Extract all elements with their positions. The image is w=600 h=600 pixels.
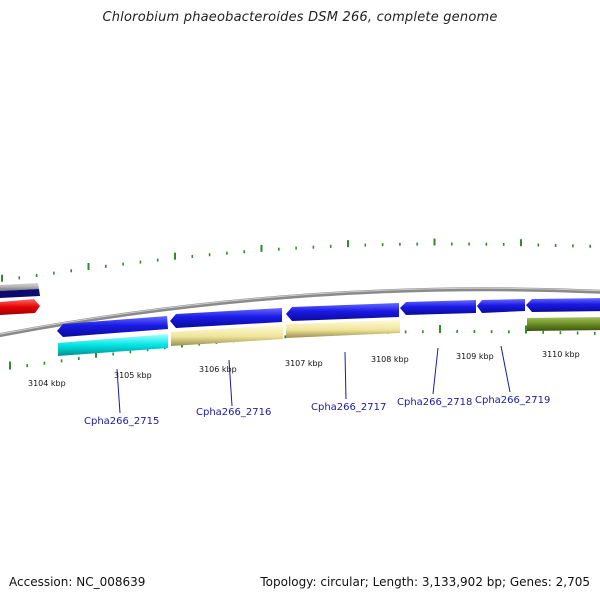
gene-leader-line bbox=[116, 368, 121, 414]
gene-reverse-2 bbox=[170, 308, 282, 328]
tick-label: 3104 kbp bbox=[28, 379, 66, 388]
tick-label: 3109 kbp bbox=[456, 352, 494, 361]
genome-backbone bbox=[0, 287, 600, 338]
feature-khaki-1 bbox=[171, 325, 283, 346]
gene-label[interactable]: Cpha266_2715 bbox=[84, 416, 159, 427]
gene-label[interactable]: Cpha266_2718 bbox=[397, 397, 472, 408]
tick-label: 3110 kbp bbox=[542, 350, 580, 359]
gene-reverse-5 bbox=[477, 299, 525, 313]
gene-leader-line bbox=[344, 351, 347, 400]
tick-label: 3108 kbp bbox=[371, 355, 409, 364]
feature-khaki-2 bbox=[286, 320, 400, 338]
gene-forward-navy bbox=[0, 289, 40, 298]
genome-backbone-highlight bbox=[0, 287, 600, 335]
feature-olive bbox=[527, 317, 600, 331]
gene-reverse-6 bbox=[526, 298, 600, 312]
gene-reverse-1 bbox=[57, 316, 168, 337]
feature-cyan bbox=[58, 334, 168, 356]
accession-text: Accession: NC_008639 bbox=[9, 575, 146, 589]
tick-label: 3105 kbp bbox=[114, 371, 152, 380]
tick-label: 3107 kbp bbox=[285, 359, 323, 368]
outer-tick-ring bbox=[1, 238, 592, 282]
gene-reverse-4 bbox=[400, 300, 476, 315]
gene-leader-line bbox=[500, 345, 511, 393]
gene-label[interactable]: Cpha266_2716 bbox=[196, 407, 271, 418]
gene-label[interactable]: Cpha266_2717 bbox=[311, 402, 386, 413]
gene-leader-line bbox=[432, 347, 439, 395]
gene-forward-red bbox=[0, 299, 40, 315]
gene-forward-grey bbox=[0, 283, 39, 291]
gene-reverse-3 bbox=[286, 303, 399, 321]
gene-leader-line bbox=[228, 359, 233, 407]
tick-label: 3106 kbp bbox=[199, 365, 237, 374]
map-title: Chlorobium phaeobacteroides DSM 266, com… bbox=[102, 10, 498, 25]
genome-summary-text: Topology: circular; Length: 3,133,902 bp… bbox=[260, 575, 590, 589]
gene-label[interactable]: Cpha266_2719 bbox=[475, 395, 550, 406]
